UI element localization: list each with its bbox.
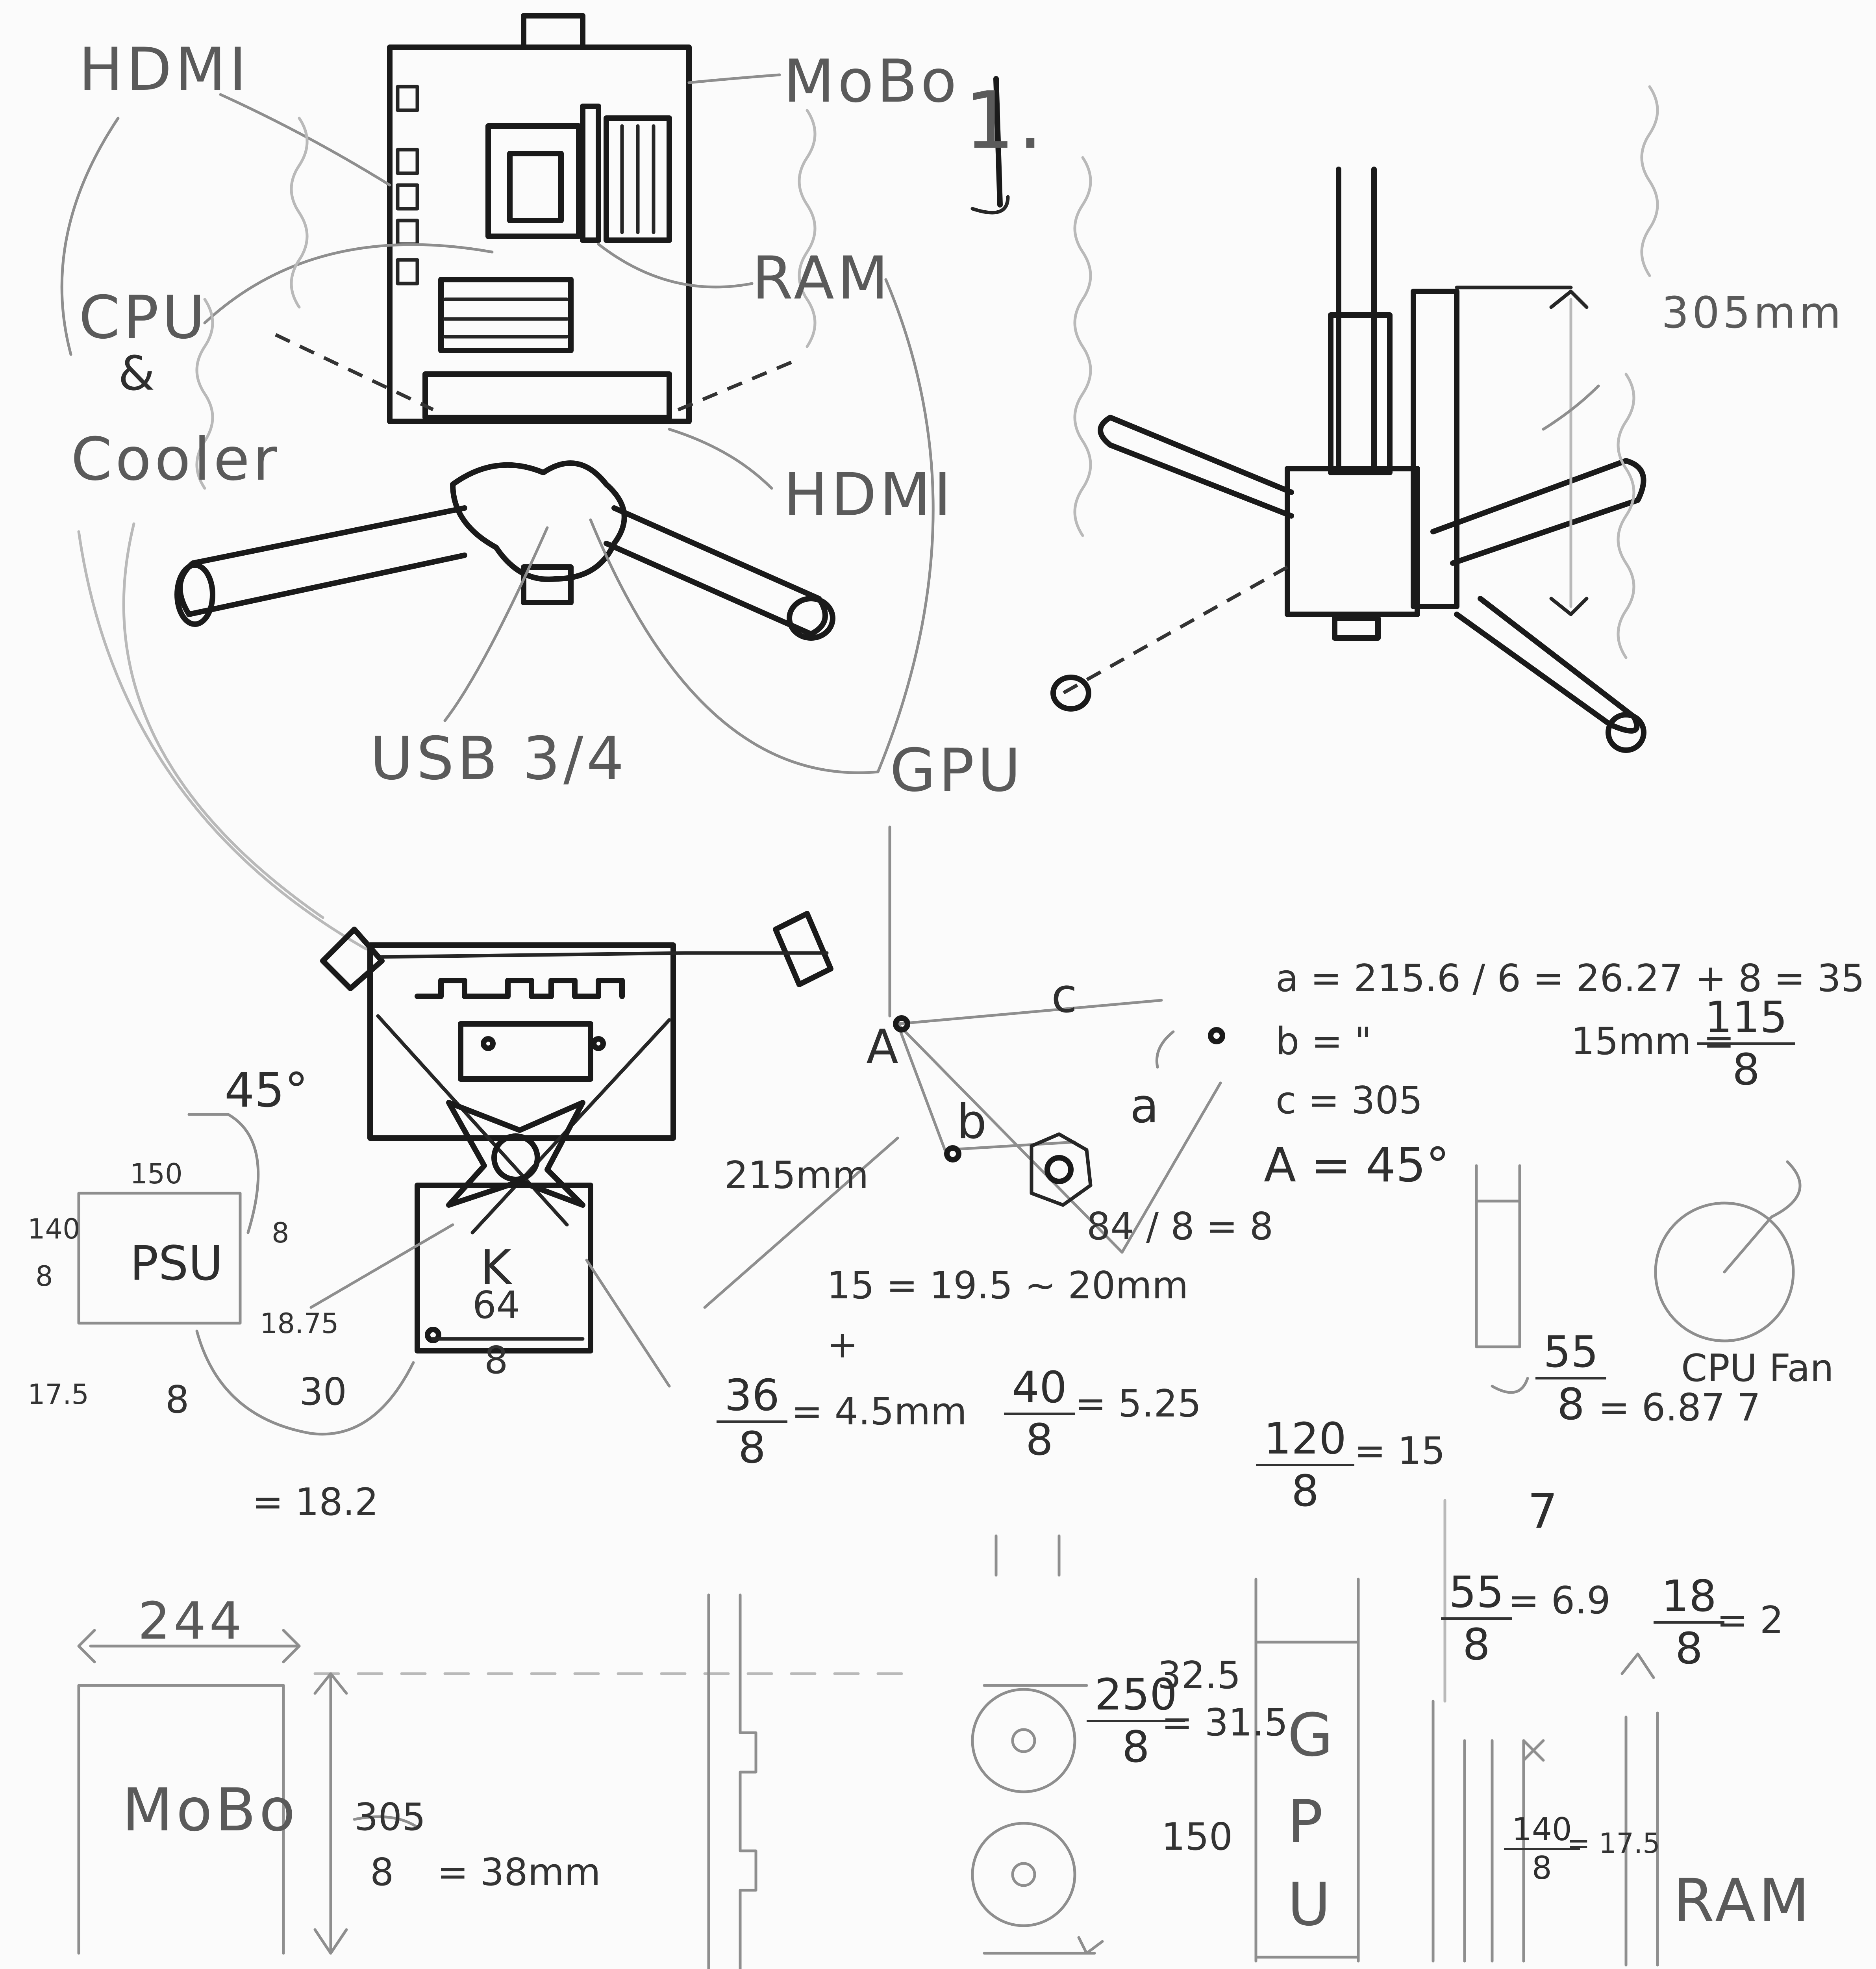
k-8: 8 (484, 1339, 508, 1382)
side-panel (1411, 289, 1459, 609)
fraction-55b-8: 55 8 (1441, 1567, 1512, 1669)
side-b-label: b (957, 1095, 987, 1150)
dim-305mm-label: 305mm (1661, 287, 1845, 338)
cpu-and-label: & (118, 347, 155, 401)
ram-slot-1 (580, 104, 601, 243)
gpu-letter-u: U (1287, 1871, 1334, 1939)
gpu-letter-p: P (1287, 1788, 1326, 1856)
cpu-socket-inner (507, 151, 564, 223)
width-244: 244 (138, 1591, 245, 1651)
psu-175: 17.5 (28, 1378, 89, 1411)
psu-outline (77, 1192, 242, 1325)
psu-label: PSU (130, 1237, 223, 1291)
point-a-label: A (866, 1020, 899, 1075)
equation-angle-a: A = 45° (1264, 1138, 1450, 1193)
below-8: 8 (165, 1378, 189, 1422)
k-64: 64 (472, 1284, 520, 1327)
number-150: 150 (1161, 1815, 1233, 1859)
number-7: 7 (1528, 1485, 1558, 1539)
fraction-55-8-rhs: = 6.87 7 (1598, 1386, 1761, 1429)
fraction-40-8-rhs: = 5.25 (1075, 1382, 1202, 1426)
fraction-140-8: 140 8 (1504, 1811, 1580, 1886)
mobo-bottom-label: MoBo (122, 1776, 298, 1845)
ram-bottom-label: RAM (1673, 1867, 1813, 1935)
gpu-letter-g: G (1287, 1701, 1337, 1770)
fraction-55b-8-rhs: = 6.9 (1508, 1579, 1611, 1622)
number-32-5: 32.5 (1157, 1654, 1241, 1697)
fraction-55-8: 55 8 (1535, 1327, 1606, 1429)
fraction-250-8-rhs: = 31.5 (1161, 1701, 1288, 1745)
psu-1875: 18.75 (260, 1307, 339, 1340)
equation-c: c = 305 (1276, 1079, 1423, 1122)
gpu-label: GPU (890, 736, 1024, 805)
fraction-120-8-rhs: = 15 (1354, 1429, 1445, 1473)
fraction-115-8-lhs: 15mm = (1571, 1020, 1735, 1063)
equation-15-20: 15 = 19.5 ~ 20mm (827, 1264, 1189, 1307)
fan-84-equation: 84 / 8 = 8 (1087, 1205, 1274, 1248)
fraction-18-8: 18 8 (1654, 1571, 1724, 1673)
top-left-assembly (60, 13, 935, 951)
side-c-label: c (1051, 969, 1077, 1023)
cpu-fan-circle (1654, 1201, 1795, 1342)
pcie-area (438, 277, 574, 353)
usb-label: USB 3/4 (370, 725, 627, 793)
angle-45: 45° (224, 1063, 308, 1118)
hub-foot (521, 564, 574, 605)
plus-sign: + (827, 1323, 858, 1366)
page-marker: 1. (965, 75, 1046, 167)
fraction-36-8-rhs: = 4.5mm (791, 1390, 967, 1433)
mobo-8: 8 (370, 1851, 394, 1894)
ram-slot-group (604, 115, 672, 243)
centre-hub (491, 1133, 540, 1182)
bottom-sketches (77, 1499, 1659, 1969)
fraction-250-8: 250 8 (1087, 1670, 1185, 1772)
tray-outline (367, 942, 676, 1141)
dim-215mm: 215mm (724, 1154, 869, 1197)
psu-left-num: 140 (28, 1213, 80, 1245)
top-right-side-view (970, 76, 1659, 753)
fraction-36-8: 36 8 (717, 1370, 787, 1472)
psu-30: 30 (299, 1370, 347, 1414)
fraction-140-8-rhs: = 17.5 (1567, 1827, 1660, 1860)
cpu-socket-outer (485, 123, 582, 239)
mobo-38mm: = 38mm (437, 1851, 601, 1894)
cpu-label: CPU (79, 284, 208, 352)
psu-right-den: 8 (272, 1217, 289, 1249)
equation-b: b = " (1276, 1020, 1372, 1063)
side-hub (1285, 466, 1420, 617)
mobo-305: 305 (354, 1796, 426, 1839)
psu-width: 150 (130, 1158, 183, 1190)
top-tab (521, 13, 585, 50)
fraction-115-8: 115 8 (1697, 992, 1795, 1094)
psu-left-den: 8 (35, 1260, 53, 1292)
mobo-top-label: MoBo (783, 47, 960, 116)
side-a-label: a (1130, 1079, 1159, 1134)
fraction-120-8: 120 8 (1256, 1414, 1354, 1516)
ram-top-label: RAM (752, 244, 892, 313)
spider-hub (450, 460, 627, 582)
fraction-40-8: 40 8 (1004, 1363, 1075, 1465)
cooler-label: Cooler (71, 425, 280, 494)
equation-a: a = 215.6 / 6 = 26.27 + 8 = 35 (1276, 957, 1865, 1000)
fraction-18-8-rhs: = 2 (1717, 1599, 1784, 1642)
hdmi-mid-label: HDMI (783, 461, 954, 529)
below-eq: = 18.2 (252, 1481, 379, 1524)
bottom-bracket (422, 371, 672, 420)
cpu-fan-label: CPU Fan (1681, 1347, 1834, 1390)
middle-assembly (77, 825, 1802, 1436)
hdmi-top-label: HDMI (79, 35, 250, 104)
k-label: K (480, 1240, 511, 1295)
arm-left (177, 505, 467, 617)
